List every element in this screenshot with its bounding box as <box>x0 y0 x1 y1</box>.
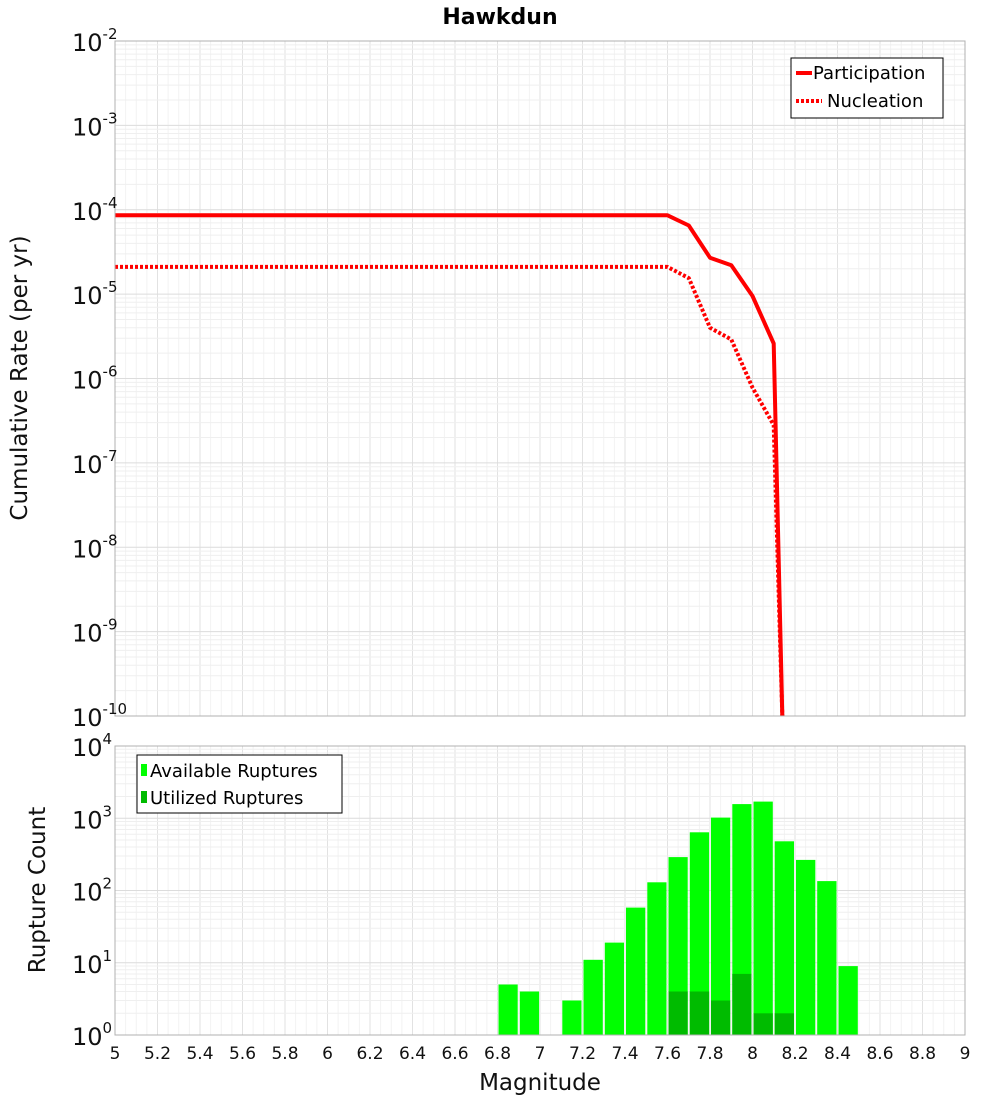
top-y-tick-label: 10-6 <box>72 363 118 395</box>
series-line-participation <box>115 213 785 717</box>
rupture-count-chart: 104 103 102 101 100 5 5.2 5.4 5.6 5.8 6 6.2 6.4 6.6 6… <box>25 730 970 1096</box>
x-tick-label: 7.8 <box>696 1044 723 1064</box>
legend-label-participation: Participation <box>813 63 925 84</box>
x-tick-label: 7.4 <box>611 1044 638 1064</box>
legend-label-utilized: Utilized Ruptures <box>150 788 303 809</box>
top-y-tick-label: 10-5 <box>72 278 118 310</box>
x-tick-label: 8.6 <box>866 1044 893 1064</box>
x-tick-label: 5.4 <box>186 1044 213 1064</box>
available-bar <box>838 966 858 1035</box>
top-y-tick-label: 10-9 <box>72 616 118 648</box>
top-y-axis-label: Cumulative Rate (per yr) <box>7 235 33 520</box>
utilized-bar <box>668 991 688 1035</box>
available-bar <box>562 1000 582 1035</box>
top-plot-frame <box>114 40 966 717</box>
available-bar <box>519 991 540 1035</box>
top-y-tick-label: 10-2 <box>72 25 118 57</box>
x-tick-labels: 5 5.2 5.4 5.6 5.8 6 6.2 6.4 6.6 6.8 7 7.2 7.4 7.6 7.8 8… <box>110 1044 971 1064</box>
available-bar <box>711 817 731 1035</box>
top-legend-box <box>790 57 944 119</box>
top-y-tick-label: 10-8 <box>72 531 118 563</box>
utilized-bar <box>711 1000 731 1035</box>
top-y-tick-label: 10-4 <box>72 194 118 226</box>
x-tick-label: 6.4 <box>399 1044 426 1064</box>
x-tick-label: 7.6 <box>654 1044 681 1064</box>
bottom-y-tick-label: 101 <box>72 947 112 979</box>
available-bar <box>498 984 518 1035</box>
bottom-y-tick-label: 100 <box>72 1019 112 1051</box>
available-bar <box>583 959 603 1035</box>
x-tick-label: 6 <box>322 1044 333 1064</box>
legend-label-nucleation: Nucleation <box>827 91 923 112</box>
bottom-y-tick-labels: 104 103 102 101 100 <box>72 730 112 1051</box>
available-bar <box>817 881 837 1035</box>
x-tick-label: 5.6 <box>229 1044 256 1064</box>
chart-title: Hawkdun <box>442 5 557 30</box>
x-tick-label: 8 <box>747 1044 758 1064</box>
top-y-tick-label: 10-10 <box>72 700 127 732</box>
x-tick-label: 7.2 <box>569 1044 596 1064</box>
x-tick-label: 5.2 <box>144 1044 171 1064</box>
cumulative-rate-chart: Hawkdun 10-2 10-3 10-4 10-5 10-6 10-7 10-8 10-9… <box>7 5 966 732</box>
top-legend: Participation Nucleation <box>790 57 944 119</box>
x-axis-label: Magnitude <box>479 1070 601 1096</box>
bottom-legend-box <box>136 754 343 814</box>
top-gridlines <box>114 41 966 717</box>
x-tick-label: 6.6 <box>441 1044 468 1064</box>
bottom-y-tick-label: 102 <box>72 875 112 907</box>
available-bar <box>626 907 646 1035</box>
legend-swatch-available <box>141 764 147 776</box>
bottom-y-axis-label: Rupture Count <box>25 807 51 973</box>
bottom-y-tick-label: 104 <box>72 730 112 762</box>
utilized-bar <box>753 1013 773 1035</box>
available-bar <box>774 841 794 1035</box>
available-bar <box>689 832 710 1035</box>
x-tick-label: 8.8 <box>909 1044 936 1064</box>
available-bar <box>753 801 773 1035</box>
available-bar <box>604 942 624 1035</box>
x-tick-label: 6.8 <box>484 1044 511 1064</box>
x-tick-label: 5.8 <box>271 1044 298 1064</box>
bottom-bars <box>498 801 858 1035</box>
x-tick-label: 8.2 <box>781 1044 808 1064</box>
x-tick-label: 6.2 <box>356 1044 383 1064</box>
utilized-bar <box>689 991 710 1035</box>
top-series-lines <box>115 213 785 717</box>
top-y-tick-label: 10-7 <box>72 447 118 479</box>
series-line-nucleation <box>115 264 785 717</box>
available-bar <box>647 882 667 1035</box>
utilized-bar <box>774 1013 794 1035</box>
bottom-plot-frame <box>114 745 966 1036</box>
available-bar <box>796 859 816 1035</box>
bottom-y-tick-label: 103 <box>72 802 112 834</box>
top-y-tick-label: 10-3 <box>72 109 118 141</box>
x-tick-label: 5 <box>110 1044 121 1064</box>
legend-swatch-utilized <box>141 791 147 803</box>
bottom-legend: Available Ruptures Utilized Ruptures <box>136 754 343 814</box>
x-tick-label: 8.4 <box>824 1044 851 1064</box>
available-bar <box>668 857 688 1035</box>
top-y-tick-labels: 10-2 10-3 10-4 10-5 10-6 10-7 10-8 10-9 10-10 <box>72 25 127 732</box>
legend-label-available: Available Ruptures <box>150 761 318 782</box>
x-tick-label: 9 <box>960 1044 971 1064</box>
x-tick-label: 7 <box>535 1044 546 1064</box>
utilized-bar <box>732 973 752 1035</box>
